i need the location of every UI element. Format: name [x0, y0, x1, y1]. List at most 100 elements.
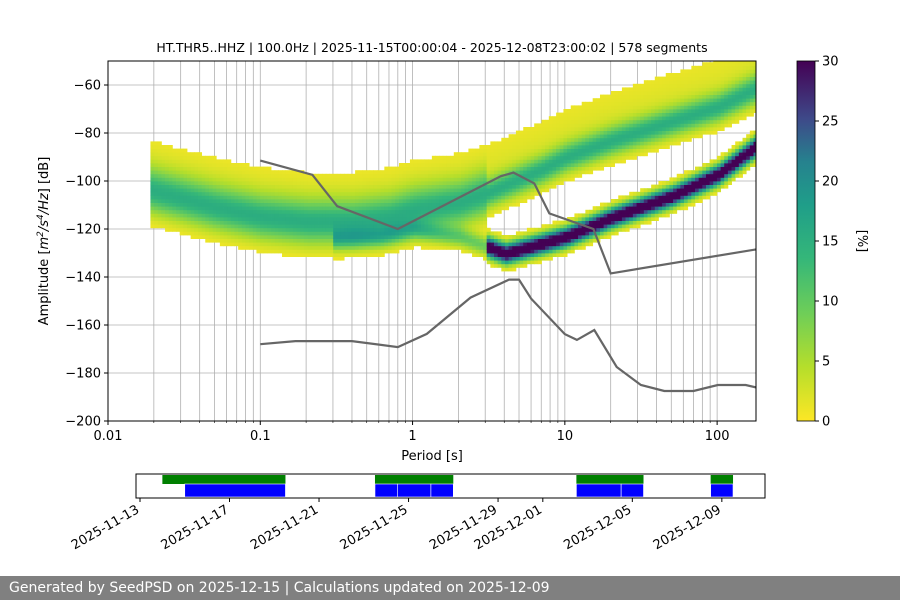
heatmap-cell [347, 245, 352, 250]
heatmap-cell [530, 170, 535, 175]
heatmap-cell [282, 177, 287, 182]
heatmap-cell [504, 137, 510, 142]
heatmap-cell [402, 181, 407, 185]
heatmap-cell [391, 220, 396, 225]
heatmap-cell [395, 202, 400, 207]
heatmap-cell [592, 220, 597, 225]
heatmap-cell [530, 137, 535, 142]
heatmap-cell [585, 134, 590, 139]
heatmap-cell [249, 199, 254, 203]
heatmap-cell [391, 184, 396, 189]
heatmap-cell [292, 227, 298, 232]
heatmap-cell [252, 166, 257, 171]
heatmap-cell [216, 231, 221, 236]
heatmap-cell [446, 217, 451, 221]
heatmap-cell [676, 91, 681, 95]
heatmap-cell [669, 206, 674, 211]
heatmap-cell [545, 231, 550, 236]
heatmap-cell [468, 238, 473, 243]
heatmap-cell [325, 195, 330, 200]
heatmap-cell [165, 206, 170, 211]
heatmap-cell [161, 224, 166, 229]
heatmap-cell [409, 188, 414, 193]
heatmap-cell [702, 116, 707, 121]
heatmap-cell [589, 242, 594, 247]
heatmap-cell [227, 242, 232, 247]
heatmap-cell [333, 256, 338, 261]
heatmap-cell [453, 202, 458, 207]
heatmap-cell [691, 116, 696, 121]
heatmap-cell [508, 195, 513, 200]
heatmap-cell [230, 195, 235, 200]
heatmap-cell [512, 177, 517, 182]
heatmap-cell [746, 83, 751, 88]
heatmap-cell [194, 199, 199, 203]
heatmap-cell [603, 105, 608, 110]
heatmap-cell [424, 235, 429, 239]
heatmap-cell [738, 80, 743, 85]
heatmap-cell [746, 112, 751, 117]
heatmap-cell [643, 148, 648, 153]
heatmap-cell [154, 195, 159, 200]
heatmap-cell [292, 249, 298, 254]
heatmap-cell [724, 61, 729, 63]
heatmap-cell [691, 83, 696, 88]
heatmap-cell [716, 62, 721, 67]
heatmap-cell [574, 217, 579, 221]
heatmap-cell [282, 249, 287, 254]
heatmap-cell [559, 141, 564, 146]
heatmap-cell [493, 159, 499, 164]
heatmap-cell [519, 195, 524, 200]
heatmap-cell [738, 166, 743, 171]
heatmap-cell [194, 235, 199, 239]
heatmap-cell [230, 202, 235, 207]
heatmap-cell [651, 83, 656, 88]
heatmap-cell [640, 213, 645, 218]
heatmap-cell [329, 199, 334, 203]
heatmap-cell [720, 80, 725, 85]
heatmap-cell [201, 163, 206, 167]
heatmap-cell [464, 235, 469, 239]
heatmap-cell [336, 253, 341, 257]
heatmap-cell [665, 127, 670, 131]
heatmap-cell [705, 91, 711, 95]
heatmap-cell [230, 163, 235, 167]
heatmap-cell [208, 191, 213, 196]
heatmap-cell [618, 227, 623, 232]
heatmap-cell [292, 220, 298, 225]
heatmap-cell [504, 267, 510, 272]
heatmap-cell [150, 141, 155, 146]
heatmap-cell [636, 127, 641, 131]
heatmap-cell [687, 195, 692, 200]
heatmap-cell [475, 253, 480, 257]
heatmap-cell [274, 188, 279, 193]
heatmap-cell [658, 134, 663, 139]
heatmap-cell [687, 73, 692, 77]
heatmap-cell [472, 148, 477, 153]
heatmap-cell [417, 195, 422, 200]
heatmap-cell [314, 245, 319, 250]
heatmap-cell [186, 191, 192, 196]
heatmap-cell [442, 209, 447, 214]
heatmap-cell [684, 134, 689, 139]
heatmap-cell [468, 170, 473, 175]
heatmap-cell [464, 152, 469, 157]
heatmap-cell [322, 235, 327, 239]
heatmap-cell [344, 191, 349, 196]
heatmap-cell [450, 202, 455, 207]
heatmap-cell [486, 173, 491, 178]
heatmap-cell [307, 217, 312, 221]
heatmap-cell [150, 148, 155, 153]
heatmap-cell [260, 184, 265, 189]
heatmap-cell [567, 123, 572, 128]
heatmap-cell [413, 177, 418, 182]
heatmap-cell [735, 105, 740, 110]
heatmap-cell [406, 177, 411, 182]
heatmap-cell [552, 116, 557, 121]
heatmap-cell [234, 191, 239, 196]
heatmap-cell [556, 112, 561, 117]
heatmap-cell [464, 181, 469, 185]
timeline-tick-label: 2025-12-05 [561, 502, 634, 553]
heatmap-cell [420, 217, 425, 221]
heatmap-cell [483, 224, 488, 229]
